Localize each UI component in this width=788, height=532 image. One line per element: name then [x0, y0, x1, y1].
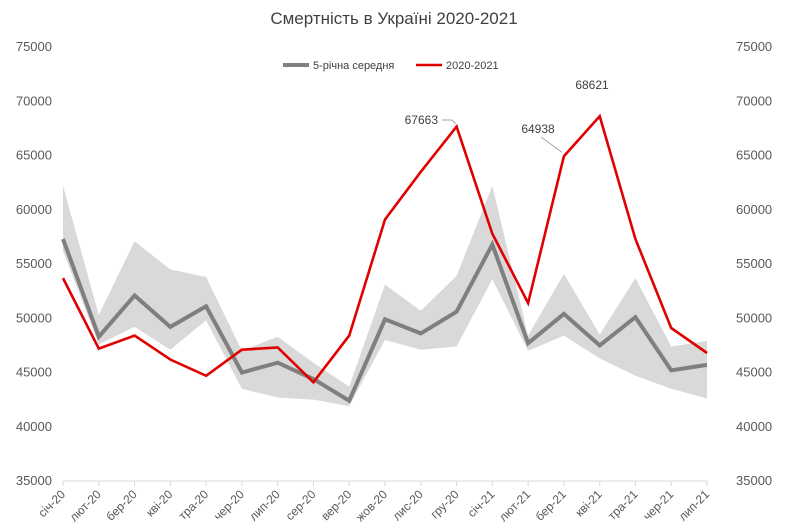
y-tick-label-left: 35000 [16, 473, 52, 488]
range-band [63, 185, 707, 407]
x-tick-label: січ-20 [35, 487, 68, 520]
annotation-leader [540, 136, 563, 153]
range-band-layer [63, 185, 707, 407]
x-tick-label: лют-20 [67, 487, 104, 524]
y-tick-label-left: 55000 [16, 256, 52, 271]
x-tick-label: кві-20 [143, 487, 175, 519]
y-tick-label-right: 55000 [736, 256, 772, 271]
annotation-label: 64938 [521, 122, 555, 136]
x-tick-label: лип-20 [246, 487, 283, 524]
y-tick-label-left: 45000 [16, 365, 52, 380]
legend: 5-річна середня 2020-2021 [283, 60, 499, 72]
y-tick-label-right: 60000 [736, 202, 772, 217]
y-tick-label-left: 50000 [16, 310, 52, 325]
series-line-0 [61, 238, 708, 404]
x-tick-label: лют-21 [496, 487, 533, 524]
y-tick-label-right: 50000 [736, 310, 772, 325]
x-tick-label: лип-21 [676, 487, 713, 524]
x-tick-label: чер-20 [211, 487, 247, 523]
x-tick-label: тра-20 [176, 487, 212, 523]
annotation-label: 67663 [405, 113, 439, 127]
x-tick-label: гру-20 [428, 487, 462, 521]
x-tick-label: вер-20 [318, 487, 354, 523]
y-tick-label-left: 75000 [16, 39, 52, 54]
y-tick-label-left: 40000 [16, 419, 52, 434]
annotations-layer: 67663 64938 68621 [405, 78, 609, 153]
legend-label-0: 5-річна середня [313, 60, 394, 72]
x-tick-label: сер-20 [283, 487, 319, 523]
series-line-1 [61, 113, 708, 385]
x-tick-label: кві-21 [573, 487, 605, 519]
y-tick-label-right: 65000 [736, 148, 772, 163]
x-tick-label: січ-21 [465, 487, 498, 520]
y-tick-label-right: 70000 [736, 93, 772, 108]
x-tick-label: жов-20 [353, 487, 390, 524]
y-tick-label-right: 35000 [736, 473, 772, 488]
annotation-label: 68621 [575, 78, 609, 92]
x-tick-label: бер-21 [533, 487, 570, 524]
legend-label-1: 2020-2021 [446, 60, 499, 72]
y-tick-label-left: 65000 [16, 148, 52, 163]
x-tick-label: лис-20 [390, 487, 426, 523]
annotation-leader [442, 119, 456, 124]
y-tick-label-left: 70000 [16, 93, 52, 108]
y-tick-label-right: 40000 [736, 419, 772, 434]
y-tick-label-left: 60000 [16, 202, 52, 217]
x-tick-label: тра-21 [605, 487, 641, 523]
chart-title: Смертність в Україні 2020-2021 [270, 9, 517, 28]
x-tick-label: чер-21 [640, 487, 676, 523]
y-tick-label-right: 45000 [736, 365, 772, 380]
y-tick-label-right: 75000 [736, 39, 772, 54]
series-layer [61, 113, 708, 404]
x-tick-label: бер-20 [103, 487, 140, 524]
